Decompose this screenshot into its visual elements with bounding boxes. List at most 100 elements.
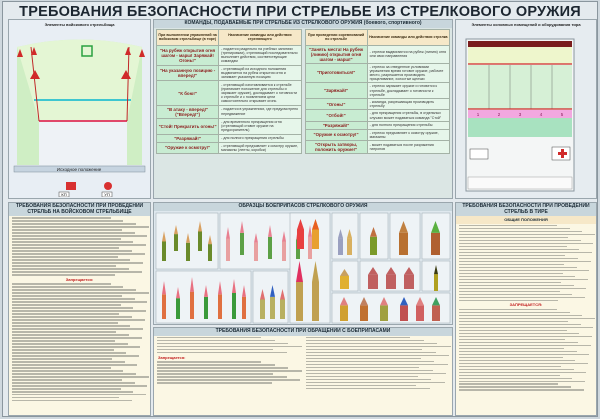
text-line bbox=[459, 281, 562, 284]
text-line bbox=[459, 350, 577, 353]
command-description: - стрелок предъявляет к осмотру оружие, … bbox=[366, 128, 451, 142]
ammo-rules-title: ТРЕБОВАНИЯ БЕЗОПАСНОСТИ ПРИ ОБРАЩЕНИИ С … bbox=[154, 328, 452, 336]
text-line bbox=[12, 259, 131, 261]
text-line bbox=[459, 323, 581, 326]
cartridge-icon bbox=[340, 296, 348, 321]
text-line bbox=[306, 369, 433, 372]
text-line bbox=[12, 301, 148, 303]
text-line bbox=[12, 253, 145, 255]
text-line bbox=[459, 263, 564, 266]
text-line bbox=[157, 351, 287, 354]
command-description: - для полного прекращения стрельбы bbox=[218, 133, 302, 143]
command-text: "В атаку - вперед!" ("Вперед!") bbox=[155, 104, 220, 119]
cartridge-icon bbox=[254, 232, 258, 261]
commands-caption: КОМАНДЫ, ПОДАВАЕМЫЕ ПРИ СТРЕЛЬБЕ ИЗ СТРЕ… bbox=[154, 20, 452, 28]
cartridge-icon bbox=[282, 230, 286, 261]
cartridge-icon bbox=[208, 234, 212, 261]
text-line bbox=[459, 365, 562, 368]
text-line bbox=[12, 328, 144, 330]
text-line bbox=[157, 345, 302, 348]
commands-table-right: При проведении соревнований по стрельбе Н… bbox=[304, 28, 451, 155]
text-line bbox=[306, 372, 447, 375]
text-line bbox=[12, 313, 120, 315]
text-line bbox=[12, 364, 138, 366]
text-line bbox=[12, 226, 149, 228]
text-line bbox=[459, 362, 588, 365]
command-text: "Открыть затворы, положить оружие!" bbox=[304, 140, 368, 155]
text-line bbox=[459, 293, 573, 296]
cartridge-icon bbox=[370, 226, 377, 255]
cartridge-icon bbox=[204, 284, 208, 319]
command-row: "На рубеж открытия огня шагом - марш! За… bbox=[155, 44, 302, 66]
text-line bbox=[12, 217, 111, 219]
text-line bbox=[459, 338, 566, 341]
text-line bbox=[12, 355, 139, 357]
cartridge-icon bbox=[368, 266, 378, 289]
text-line bbox=[306, 354, 450, 357]
text-line bbox=[12, 292, 149, 295]
ammo-group bbox=[155, 270, 252, 323]
command-description: - подается раздельно на учебных занятиях… bbox=[218, 44, 302, 66]
tir-drawing: 1 2 3 4 5 bbox=[465, 38, 575, 192]
cartridge-icon bbox=[340, 268, 349, 289]
text-line bbox=[157, 382, 272, 384]
text-line bbox=[306, 363, 448, 366]
command-row: "Оружие к осмотру!" - стрелок предъявляет… bbox=[304, 128, 451, 142]
text-line bbox=[12, 319, 145, 321]
cartridge-icon bbox=[174, 224, 178, 251]
text-line bbox=[12, 223, 137, 225]
text-line bbox=[459, 332, 580, 335]
text-line bbox=[157, 370, 302, 372]
text-line bbox=[12, 340, 115, 342]
command-description: - для временного прекращения огня (стрел… bbox=[218, 117, 302, 135]
text-line bbox=[12, 304, 121, 306]
text-line bbox=[459, 236, 569, 239]
cartridge-icon bbox=[296, 260, 303, 321]
cartridge-icon bbox=[190, 276, 194, 319]
cartridge-icon bbox=[218, 280, 222, 319]
command-description: - стреляющий изготавливается к стрельбе … bbox=[218, 80, 302, 106]
text-line bbox=[12, 370, 124, 372]
text-line bbox=[459, 275, 576, 278]
cartridge-icon bbox=[312, 218, 319, 249]
cartridge-icon bbox=[399, 220, 408, 255]
column-header: При проведении соревнований по стрельбе bbox=[304, 28, 368, 46]
cartridge-icon bbox=[380, 296, 388, 321]
text-line bbox=[459, 272, 563, 275]
text-line bbox=[306, 381, 445, 384]
ammo-title: ОБРАЗЦЫ БОЕПРИПАСОВ СТРЕЛКОВОГО ОРУЖИЯ bbox=[154, 203, 452, 211]
cartridge-icon bbox=[260, 288, 265, 319]
command-text: "Стой! Прекратить огонь!" bbox=[155, 117, 220, 135]
cartridge-icon bbox=[400, 296, 408, 321]
text-line bbox=[306, 345, 451, 348]
cartridge-icon bbox=[431, 220, 440, 255]
text-line bbox=[12, 298, 135, 300]
text-line bbox=[157, 373, 274, 375]
text-line bbox=[12, 390, 134, 393]
command-text: "Разряжай!" bbox=[155, 133, 220, 143]
cartridge-icon bbox=[347, 228, 352, 255]
text-line bbox=[12, 361, 125, 363]
page-title: ТРЕБОВАНИЯ БЕЗОПАСНОСТИ ПРИ СТРЕЛЬБЕ ИЗ … bbox=[19, 4, 581, 20]
command-row: "Открыть затворы, положить оружие!" - мож… bbox=[304, 140, 451, 155]
cartridge-icon bbox=[338, 228, 343, 255]
cartridge-icon bbox=[270, 284, 275, 319]
range-rules-panel: ТРЕБОВАНИЯ БЕЗОПАСНОСТИ ПРИ ПРОВЕДЕНИИ С… bbox=[8, 202, 151, 416]
cartridge-icon bbox=[416, 296, 424, 321]
commands-panel: КОМАНДЫ, ПОДАВАЕМЫЕ ПРИ СТРЕЛЬБЕ ИЗ СТРЕ… bbox=[153, 19, 453, 199]
ammo-drawing bbox=[155, 212, 451, 323]
cartridge-icon bbox=[434, 264, 438, 291]
text-line bbox=[459, 251, 592, 254]
text-line bbox=[306, 360, 435, 363]
text-line bbox=[12, 268, 130, 270]
text-line bbox=[459, 287, 587, 290]
command-description: - стрелок заряжает оружие и готовится к … bbox=[366, 82, 451, 99]
text-line bbox=[306, 351, 436, 354]
text-line bbox=[459, 329, 567, 332]
text-line bbox=[459, 356, 563, 359]
text-line bbox=[12, 367, 111, 369]
text-line bbox=[12, 381, 135, 384]
cartridge-icon bbox=[297, 218, 304, 249]
text-line bbox=[157, 348, 274, 351]
text-line bbox=[459, 257, 578, 260]
